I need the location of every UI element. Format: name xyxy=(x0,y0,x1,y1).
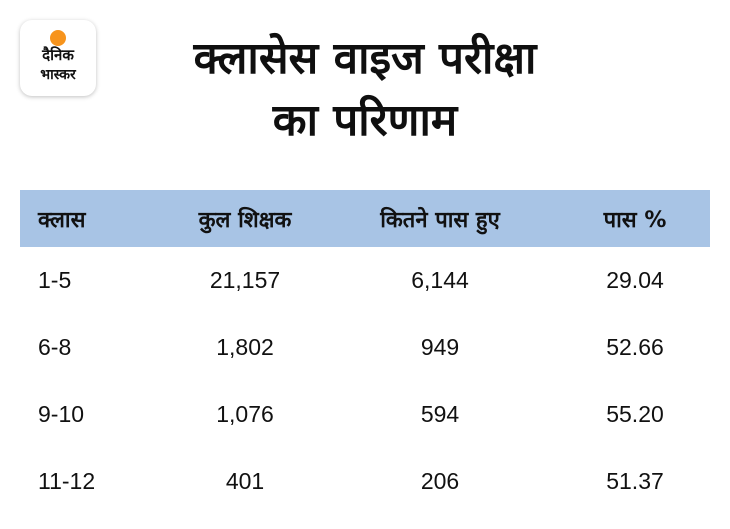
dainik-bhaskar-logo: दैनिक भास्कर xyxy=(20,20,96,96)
title-line-1: क्लासेस वाइज परीक्षा xyxy=(193,33,537,84)
cell-passed: 949 xyxy=(420,334,460,360)
results-table: क्लास कुल शिक्षक कितने पास हुए पास % 1-5… xyxy=(20,190,710,515)
table-row: 11-12 401 206 51.37 xyxy=(20,448,710,515)
cell-total-teachers: 21,157 xyxy=(209,267,281,293)
column-header-passed: कितने पास हुए xyxy=(380,207,500,233)
cell-class: 9-10 xyxy=(38,401,85,427)
table-row: 6-8 1,802 949 52.66 xyxy=(20,314,710,381)
cell-class: 6-8 xyxy=(38,334,72,360)
cell-total-teachers: 1,076 xyxy=(216,401,274,427)
cell-passed: 206 xyxy=(420,468,460,494)
page-title: क्लासेस वाइज परीक्षा का परिणाम xyxy=(100,28,630,152)
cell-class: 1-5 xyxy=(38,267,72,293)
logo-text-line1: दैनिक xyxy=(42,46,74,64)
logo-text-line2: भास्कर xyxy=(40,67,76,83)
title-line-2: का परिणाम xyxy=(272,95,458,146)
column-header-class: क्लास xyxy=(38,207,86,233)
cell-passed: 594 xyxy=(420,401,460,427)
column-header-total-teachers: कुल शिक्षक xyxy=(198,207,292,233)
cell-total-teachers: 401 xyxy=(225,468,265,494)
sun-icon xyxy=(50,30,66,46)
table-row: 1-5 21,157 6,144 29.04 xyxy=(20,247,710,314)
table-header: क्लास कुल शिक्षक कितने पास हुए पास % xyxy=(20,190,710,247)
cell-pass-percent: 29.04 xyxy=(606,267,664,293)
cell-pass-percent: 55.20 xyxy=(606,401,664,427)
table-row: 9-10 1,076 594 55.20 xyxy=(20,381,710,448)
cell-pass-percent: 52.66 xyxy=(606,334,664,360)
cell-total-teachers: 1,802 xyxy=(216,334,274,360)
cell-pass-percent: 51.37 xyxy=(606,468,664,494)
cell-class: 11-12 xyxy=(38,468,96,494)
column-header-pass-percent: पास % xyxy=(603,207,667,233)
cell-passed: 6,144 xyxy=(411,267,469,293)
